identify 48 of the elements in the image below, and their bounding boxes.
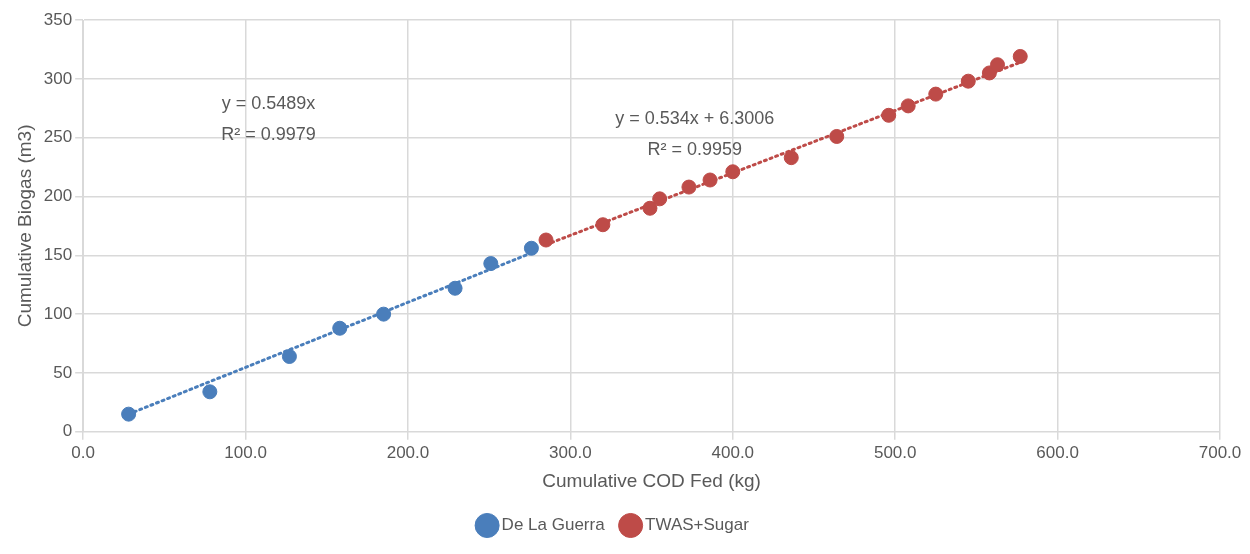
y-tick-label: 0 <box>62 421 73 441</box>
x-axis-title: Cumulative COD Fed (kg) <box>542 469 761 491</box>
x-tick-label: 500.0 <box>873 442 917 462</box>
point <box>281 349 297 364</box>
point <box>202 384 218 400</box>
x-tick-label: 300.0 <box>549 442 592 462</box>
point <box>483 256 499 272</box>
x-tick-label: 400.0 <box>711 442 755 462</box>
legend-label: De La Guerra <box>501 515 606 535</box>
point <box>652 191 668 207</box>
point <box>523 240 539 256</box>
point <box>538 232 554 248</box>
annotation: y = 0.534x + 6.3006 <box>615 107 775 128</box>
point <box>881 107 897 123</box>
y-tick-label: 50 <box>53 362 73 382</box>
point <box>121 406 137 422</box>
x-tick-label: 0.0 <box>71 442 95 462</box>
x-tick-label: 200.0 <box>386 442 430 462</box>
point <box>1012 48 1028 64</box>
y-tick-label: 350 <box>43 9 73 29</box>
x-tick-label: 600.0 <box>1036 442 1079 462</box>
annotation: R² = 0.9979 <box>221 124 316 145</box>
point <box>900 98 916 114</box>
x-tick-label: 100.0 <box>224 442 267 462</box>
point <box>447 280 463 296</box>
point <box>783 150 799 166</box>
y-tick-label: 150 <box>43 245 73 264</box>
y-tick-label: 300 <box>43 68 73 88</box>
point <box>981 65 997 81</box>
annotation: R² = 0.9959 <box>647 138 743 159</box>
annotation: y = 0.5489x <box>221 93 316 114</box>
point <box>960 73 976 89</box>
point <box>725 164 741 180</box>
y-axis-title: Cumulative Biogas (m3) <box>13 124 35 328</box>
y-tick-label: 100 <box>43 303 73 323</box>
y-tick-label: 200 <box>43 186 73 206</box>
point <box>990 57 1006 73</box>
point <box>332 320 348 336</box>
point <box>829 128 845 144</box>
point <box>928 86 944 102</box>
point <box>681 179 697 195</box>
point <box>642 200 658 216</box>
y-tick-label: 250 <box>43 127 73 147</box>
x-tick-label: 700.0 <box>1198 442 1242 462</box>
point <box>376 306 392 322</box>
point <box>595 217 611 233</box>
legend-label: TWAS+Sugar <box>645 515 750 535</box>
point <box>702 172 718 188</box>
